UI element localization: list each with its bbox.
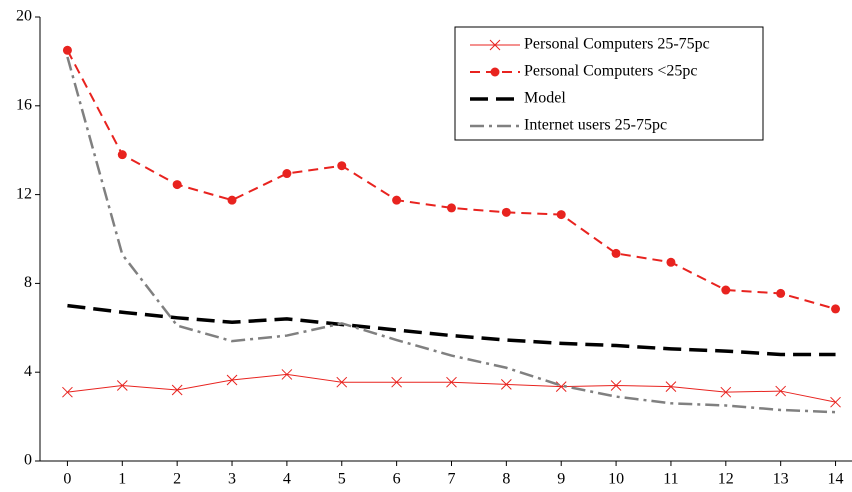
x-tick-label: 8 xyxy=(502,471,510,488)
marker xyxy=(282,169,292,179)
marker xyxy=(446,376,457,388)
line xyxy=(67,303,836,357)
x-tick-label: 2 xyxy=(173,471,181,488)
marker xyxy=(336,376,348,388)
marker xyxy=(610,380,622,391)
marker xyxy=(830,396,841,408)
marker xyxy=(831,304,841,314)
marker xyxy=(446,203,456,213)
y-tick-label: 8 xyxy=(24,274,32,291)
marker xyxy=(666,257,676,267)
marker xyxy=(665,381,677,392)
x-tick-label: 13 xyxy=(773,471,789,488)
x-tick-label: 7 xyxy=(447,471,455,488)
line xyxy=(67,373,836,403)
y-tick-label: 12 xyxy=(16,185,32,202)
marker xyxy=(775,385,787,397)
x-tick-label: 12 xyxy=(718,471,734,488)
marker xyxy=(281,369,293,380)
line xyxy=(66,49,836,310)
marker xyxy=(117,150,127,160)
marker xyxy=(226,374,238,386)
marker xyxy=(721,285,731,295)
legend-label: Personal Computers <25pc xyxy=(524,63,697,80)
y-tick-label: 16 xyxy=(16,96,32,113)
legend-label: Personal Computers 25-75pc xyxy=(524,36,710,53)
marker xyxy=(720,386,732,398)
marker xyxy=(776,288,786,298)
y-tick-label: 4 xyxy=(24,363,32,380)
marker xyxy=(501,207,511,217)
x-tick-label: 11 xyxy=(663,471,678,488)
legend-box xyxy=(454,26,764,141)
marker xyxy=(337,161,347,171)
marker xyxy=(62,45,72,55)
y-tick-label: 0 xyxy=(24,452,32,469)
x-tick-label: 3 xyxy=(228,471,236,488)
legend-marker xyxy=(490,67,500,77)
legend-marker xyxy=(489,39,501,51)
x-tick-label: 10 xyxy=(608,471,624,488)
marker xyxy=(227,195,237,205)
legend-label: Model xyxy=(524,90,566,107)
x-tick-label: 4 xyxy=(283,471,291,488)
marker xyxy=(500,379,512,390)
x-tick-label: 9 xyxy=(557,471,565,488)
marker xyxy=(392,195,402,205)
line xyxy=(66,56,836,414)
x-tick-label: 1 xyxy=(118,471,126,488)
marker xyxy=(611,248,621,258)
marker xyxy=(62,386,73,398)
marker xyxy=(172,180,182,190)
x-tick-label: 5 xyxy=(338,471,346,488)
marker xyxy=(116,380,128,391)
marker xyxy=(391,376,402,388)
legend-label: Internet users 25-75pc xyxy=(524,117,667,134)
y-tick-label: 20 xyxy=(16,8,32,25)
x-tick-label: 14 xyxy=(828,471,844,488)
x-tick-label: 6 xyxy=(393,471,401,488)
x-tick-label: 0 xyxy=(63,471,71,488)
marker xyxy=(171,384,183,396)
marker xyxy=(556,210,566,220)
